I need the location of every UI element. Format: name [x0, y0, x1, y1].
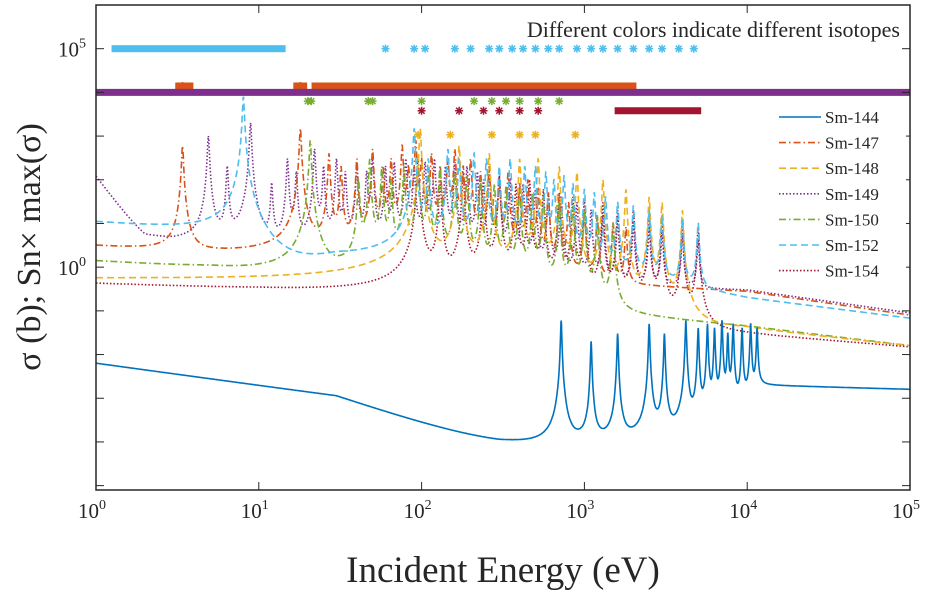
resonance-marker-sm-150: [502, 97, 511, 106]
resonance-marker-sm-152: [689, 44, 698, 53]
resonance-marker-sm-148: [515, 130, 524, 139]
y-axis-label: σ (b); Sn× max(σ): [11, 123, 48, 371]
series-line-sm-150: [96, 140, 910, 347]
resonance-marker-sm-152: [598, 44, 607, 53]
x-tick-label: 100: [78, 498, 106, 523]
resonance-marker-sm-147: [178, 82, 187, 91]
legend-label: Sm-150: [825, 210, 879, 229]
legend-item-sm-148: Sm-148: [779, 159, 879, 178]
resonance-marker-sm-148: [571, 130, 580, 139]
resonance-marker-sm-148: [446, 130, 455, 139]
resonance-marker-sm-152: [555, 44, 564, 53]
series-line-sm-144: [96, 320, 910, 441]
x-tick-label: 101: [241, 498, 269, 523]
resonance-marker-sm-150: [470, 97, 479, 106]
resonance-marker-sm-152: [587, 44, 596, 53]
resonance-marker-sm-154: [479, 106, 488, 115]
resonance-marker-sm-154: [417, 106, 426, 115]
x-tick-label: 102: [404, 498, 432, 523]
resonance-marker-sm-147: [296, 82, 305, 91]
legend-label: Sm-152: [825, 236, 879, 255]
legend-background: [772, 104, 906, 280]
series-line-sm-147: [96, 128, 910, 316]
marker-band-sm-149: [96, 88, 910, 96]
x-tick-label: 104: [729, 498, 757, 523]
series-curves: [96, 96, 910, 441]
legend-label: Sm-149: [825, 185, 879, 204]
y-tick-label: 100: [58, 255, 86, 280]
resonance-marker-sm-150: [487, 97, 496, 106]
x-tick-label: 103: [566, 498, 594, 523]
resonance-marker-sm-154: [495, 106, 504, 115]
resonance-marker-sm-152: [421, 44, 430, 53]
resonance-marker-sm-150: [515, 97, 524, 106]
plot-frame: [95, 4, 911, 491]
legend-item-sm-150: Sm-150: [779, 210, 879, 229]
resonance-marker-sm-152: [674, 44, 683, 53]
series-line-sm-152: [96, 96, 910, 319]
resonance-marker-sm-152: [508, 44, 517, 53]
resonance-marker-sm-152: [410, 44, 419, 53]
resonance-marker-sm-152: [495, 44, 504, 53]
legend-label: Sm-154: [825, 262, 879, 281]
resonance-marker-sm-150: [417, 97, 426, 106]
resonance-marker-sm-152: [381, 44, 390, 53]
resonance-marker-sm-152: [531, 44, 540, 53]
resonance-marker-sm-148: [487, 130, 496, 139]
resonance-marker-sm-148: [413, 130, 422, 139]
series-line-sm-148: [96, 125, 910, 347]
x-tick-label: 105: [892, 498, 920, 523]
resonance-marker-sm-150: [534, 97, 543, 106]
resonance-marker-sm-152: [645, 44, 654, 53]
marker-band-sm-152: [111, 45, 286, 53]
series-line-sm-154: [96, 158, 910, 348]
series-line-sm-149: [96, 122, 910, 314]
resonance-marker-sm-152: [544, 44, 553, 53]
resonance-marker-sm-152: [450, 44, 459, 53]
resonance-marker-sm-154: [455, 106, 464, 115]
resonance-markers: [96, 44, 910, 139]
resonance-marker-sm-150: [368, 97, 377, 106]
legend-item-sm-144: Sm-144: [779, 108, 879, 127]
resonance-marker-sm-148: [531, 130, 540, 139]
legend-item-sm-147: Sm-147: [779, 134, 879, 153]
resonance-marker-sm-152: [658, 44, 667, 53]
resonance-marker-sm-154: [515, 106, 524, 115]
resonance-marker-sm-152: [519, 44, 528, 53]
legend: Sm-144 Sm-147 Sm-148 Sm-149 Sm-150 Sm-152 Sm-1…: [772, 104, 906, 281]
legend-label: Sm-148: [825, 159, 879, 178]
marker-band-sm-154: [614, 107, 702, 115]
resonance-marker-sm-154: [534, 106, 543, 115]
legend-item-sm-149: Sm-149: [779, 185, 879, 204]
legend-item-sm-152: Sm-152: [779, 236, 879, 255]
annotation-text: Different colors indicate different isot…: [527, 17, 900, 42]
legend-label: Sm-144: [825, 108, 879, 127]
resonance-marker-sm-152: [629, 44, 638, 53]
resonance-marker-sm-152: [613, 44, 622, 53]
resonance-marker-sm-152: [572, 44, 581, 53]
resonance-marker-sm-152: [466, 44, 475, 53]
marker-band-sm-147: [311, 82, 637, 90]
x-axis-label: Incident Energy (eV): [346, 550, 660, 591]
y-tick-label: 105: [58, 37, 86, 62]
resonance-marker-sm-150: [307, 97, 316, 106]
legend-item-sm-154: Sm-154: [779, 262, 879, 281]
resonance-marker-sm-152: [485, 44, 494, 53]
resonance-marker-sm-150: [555, 97, 564, 106]
legend-label: Sm-147: [825, 134, 879, 153]
